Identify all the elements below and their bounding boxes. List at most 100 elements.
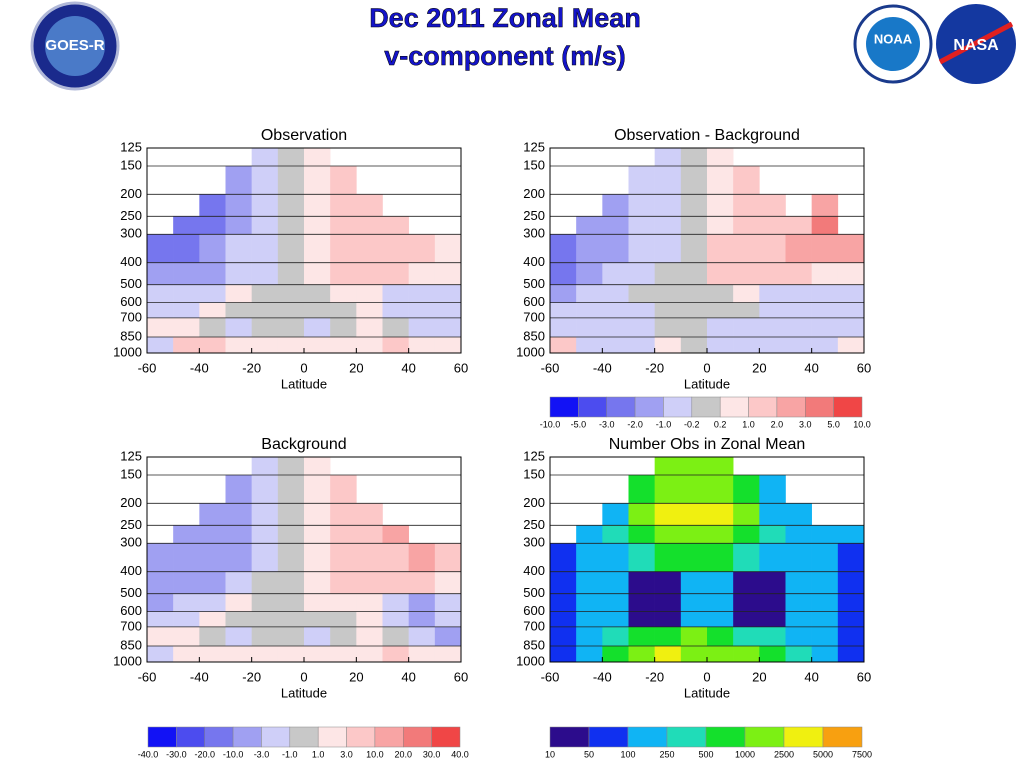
cell — [811, 317, 839, 338]
x-tick-label: 20 — [752, 669, 766, 684]
goes-logo: GOES-R — [30, 1, 120, 91]
cell — [199, 317, 226, 338]
cell — [602, 593, 629, 612]
cell — [304, 216, 331, 235]
cell — [225, 525, 252, 544]
x-tick-label: 60 — [857, 360, 871, 375]
plot-frame — [146, 456, 462, 663]
cell — [251, 317, 279, 338]
x-tick-label: 0 — [703, 669, 710, 684]
colorbar-swatch — [204, 726, 234, 748]
cell — [680, 317, 708, 338]
panel-title: Number Obs in Zonal Mean — [609, 436, 806, 453]
cell — [628, 611, 655, 628]
colorbar-label: 10.0 — [366, 749, 384, 759]
cell — [173, 525, 200, 544]
colorbar-swatch — [691, 396, 721, 418]
cell — [602, 645, 629, 663]
cell — [707, 645, 734, 663]
cell — [733, 216, 760, 235]
cell — [707, 284, 734, 303]
cell — [680, 503, 708, 526]
cell — [251, 611, 279, 628]
colorbar-label: -5.0 — [571, 419, 587, 429]
colorbar-swatch — [549, 726, 590, 748]
cell — [602, 503, 629, 526]
cell — [654, 457, 682, 476]
cell — [251, 503, 279, 526]
y-tick-label: 300 — [120, 226, 142, 241]
cell — [251, 336, 279, 354]
cell — [251, 571, 279, 594]
cell — [382, 317, 409, 338]
cell — [602, 216, 629, 235]
cell — [602, 626, 629, 647]
cell — [785, 645, 812, 663]
cell — [680, 262, 708, 285]
cell — [785, 302, 812, 319]
colorbar-label: 5.0 — [827, 419, 840, 429]
y-tick-label: 250 — [120, 517, 142, 532]
cell — [304, 543, 331, 572]
logo-text: NASA — [953, 37, 999, 54]
colorbar-label: 50 — [584, 749, 594, 759]
cell — [356, 503, 383, 526]
cell — [550, 543, 577, 572]
colorbar-swatch — [606, 396, 636, 418]
y-tick-label: 400 — [523, 563, 545, 578]
cell — [330, 302, 357, 319]
cell — [251, 194, 279, 217]
y-tick-label: 1000 — [516, 653, 545, 668]
y-tick-label: 250 — [523, 517, 545, 532]
x-tick-label: -60 — [541, 669, 560, 684]
cell — [173, 543, 200, 572]
cell — [785, 234, 812, 263]
colorbar-swatch — [634, 396, 664, 418]
cell — [785, 593, 812, 612]
cell — [680, 234, 708, 263]
cell — [759, 317, 786, 338]
cell — [628, 216, 655, 235]
cell — [356, 571, 383, 594]
cell — [408, 543, 436, 572]
cell — [602, 611, 629, 628]
cell — [550, 262, 577, 285]
colorbar-label: 2500 — [774, 749, 794, 759]
colorbar-swatch — [627, 726, 668, 748]
cell — [434, 262, 462, 285]
y-tick-label: 150 — [523, 157, 545, 172]
cell — [199, 626, 226, 647]
cell — [199, 525, 226, 544]
cell — [628, 234, 655, 263]
cell — [330, 611, 357, 628]
cell — [356, 593, 383, 612]
cell — [434, 317, 462, 338]
cell — [330, 474, 357, 504]
cell — [759, 543, 786, 572]
cell — [733, 571, 760, 594]
cell — [356, 194, 383, 217]
x-tick-label: 60 — [454, 669, 468, 684]
nasa-logo: NASA — [936, 4, 1016, 84]
cell — [628, 262, 655, 285]
y-tick-label: 300 — [120, 535, 142, 550]
cell — [382, 645, 409, 663]
cell — [434, 336, 462, 354]
cell — [356, 262, 383, 285]
cell — [277, 165, 305, 195]
cell — [356, 302, 383, 319]
cell — [550, 336, 577, 354]
cell — [408, 593, 436, 612]
cell — [785, 284, 812, 303]
cell — [251, 626, 279, 647]
cell — [251, 474, 279, 504]
cell — [199, 284, 226, 303]
cell — [173, 626, 200, 647]
colorbar-label: -40.0 — [138, 749, 159, 759]
colorbar-label: -0.2 — [684, 419, 700, 429]
plot-frame — [146, 147, 462, 354]
colorbar-swatch — [549, 396, 579, 418]
cell — [382, 262, 409, 285]
cell — [576, 216, 603, 235]
cell — [173, 234, 200, 263]
